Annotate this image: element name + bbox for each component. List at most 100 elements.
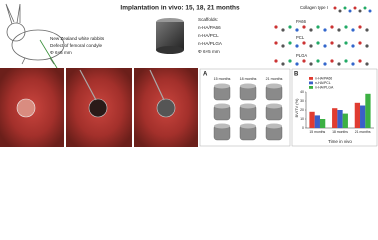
bar	[337, 110, 343, 128]
atom	[337, 28, 341, 32]
atom	[309, 44, 313, 48]
y-tick-label: 40	[300, 90, 304, 94]
atom	[316, 25, 320, 29]
atom	[274, 41, 278, 45]
legend-label: n-HA/PLGA	[315, 85, 334, 89]
bar	[332, 108, 338, 128]
scaffold-item: n-HA/PCL	[198, 33, 219, 38]
atom	[353, 6, 357, 10]
atom	[348, 9, 352, 13]
atom	[309, 62, 313, 66]
scaffold-scan-top	[266, 83, 282, 89]
x-axis-label: Time in vivo	[328, 139, 352, 144]
legend-swatch	[309, 86, 313, 89]
atom	[274, 59, 278, 63]
column-label: 15 months	[214, 77, 231, 81]
bar	[319, 119, 326, 128]
rabbit-drawing	[5, 3, 65, 65]
scaffold-scan-top	[240, 123, 256, 129]
micro-ct-grid: 15 months 18 months 21 months	[214, 77, 283, 141]
scaffold-scan-top	[266, 123, 282, 129]
scaffold-scan-top	[266, 103, 282, 109]
scaffold-list: n-HA/PA66 n-HA/PCL n-HA/PLGA	[198, 25, 223, 46]
atom	[295, 44, 299, 48]
atom	[337, 44, 341, 48]
atom	[365, 62, 369, 66]
bar	[342, 113, 348, 128]
atom	[281, 28, 285, 32]
molecule-label: PA66	[296, 19, 307, 24]
figure: Implantation in vivo: 15, 18, 21 months …	[0, 3, 378, 147]
atom	[368, 9, 372, 13]
atom	[351, 28, 355, 32]
legend-swatch	[309, 81, 313, 85]
panel-b-letter: B	[294, 72, 299, 78]
atom	[323, 28, 327, 32]
scaffold-item: n-HA/PA66	[198, 25, 221, 30]
bar-chart: 0 10 20 30 40 15 months 18 months 21 months n-HA…	[300, 76, 374, 134]
atom	[365, 28, 369, 32]
atom	[295, 28, 299, 32]
title: Implantation in vivo: 15, 18, 21 months	[120, 5, 240, 12]
scaffold-drawing	[156, 18, 184, 54]
column-label: 18 months	[240, 77, 257, 81]
column-label: 21 months	[266, 77, 283, 81]
atom	[351, 44, 355, 48]
legend-swatch	[309, 77, 313, 80]
atom	[330, 25, 334, 29]
pointer	[39, 39, 61, 74]
atom	[343, 6, 347, 10]
atom	[358, 9, 362, 13]
surgery-photos	[0, 68, 198, 147]
atom	[365, 44, 369, 48]
bar	[365, 93, 371, 128]
scaffold-scan-top	[214, 123, 230, 129]
atom	[344, 25, 348, 29]
atom	[281, 62, 285, 66]
atom	[330, 59, 334, 63]
atom	[330, 41, 334, 45]
molecule-panel: Collagen type I PA66 PCL PLGA	[274, 5, 372, 66]
atom	[316, 41, 320, 45]
atom	[309, 28, 313, 32]
atom	[316, 59, 320, 63]
atom	[288, 25, 292, 29]
atom	[344, 41, 348, 45]
atom	[323, 44, 327, 48]
y-axis-label: BV/TV (%)	[294, 98, 299, 118]
x-tick-label: 18 months	[332, 130, 348, 134]
molecule-label: PCL	[296, 35, 305, 40]
y-tick-label: 10	[300, 117, 304, 121]
atom	[358, 41, 362, 45]
bar	[360, 105, 366, 128]
atom	[338, 9, 342, 13]
y-tick-label: 30	[300, 99, 304, 103]
bar	[309, 111, 315, 128]
atom	[302, 59, 306, 63]
scaffolds-size: Φ 6×5 mm	[198, 49, 220, 54]
atom	[323, 62, 327, 66]
scaffold-scan-top	[240, 103, 256, 109]
atom	[351, 62, 355, 66]
scaffolds-label: Scaffolds:	[198, 17, 218, 22]
molecule-label: PLGA	[296, 53, 307, 58]
x-tick-label: 21 months	[355, 130, 371, 134]
atom	[302, 41, 306, 45]
atom	[344, 59, 348, 63]
atom	[288, 59, 292, 63]
legend-label: n-HA/PCL	[315, 81, 331, 85]
atom	[363, 6, 367, 10]
atom	[295, 62, 299, 66]
legend-label: n-HA/PA66	[315, 76, 332, 80]
scaffold-scan-top	[214, 83, 230, 89]
molecule-label: Collagen type I	[300, 5, 328, 10]
x-tick-label: 15 months	[309, 130, 325, 134]
animal-size: Φ 6×5 mm	[50, 50, 72, 55]
scaffold-scan-top	[240, 83, 256, 89]
animal-species: New Zealand white rabbits	[50, 36, 105, 41]
atom	[281, 44, 285, 48]
atom	[274, 25, 278, 29]
atom	[358, 59, 362, 63]
atom	[358, 25, 362, 29]
atom	[288, 41, 292, 45]
